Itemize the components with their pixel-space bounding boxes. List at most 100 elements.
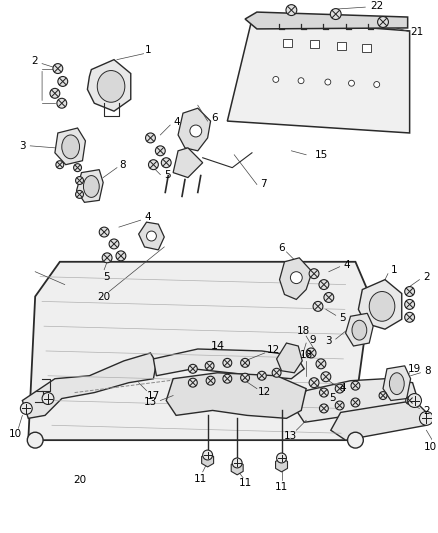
- Bar: [337, 42, 346, 50]
- Circle shape: [309, 269, 319, 279]
- Circle shape: [405, 300, 414, 309]
- Circle shape: [203, 450, 212, 460]
- Polygon shape: [358, 280, 402, 329]
- Polygon shape: [166, 373, 306, 418]
- Circle shape: [309, 378, 319, 387]
- Circle shape: [405, 287, 414, 296]
- Ellipse shape: [389, 373, 404, 394]
- Polygon shape: [279, 258, 312, 300]
- Ellipse shape: [97, 70, 125, 102]
- Circle shape: [232, 458, 242, 468]
- Text: 5: 5: [164, 169, 170, 180]
- Circle shape: [290, 272, 302, 284]
- Text: 13: 13: [144, 398, 157, 408]
- Bar: [362, 44, 371, 52]
- Circle shape: [147, 231, 156, 241]
- Circle shape: [161, 158, 171, 168]
- Circle shape: [349, 80, 354, 86]
- Circle shape: [406, 397, 413, 405]
- Text: 2: 2: [423, 407, 430, 416]
- Text: 19: 19: [408, 364, 421, 374]
- Circle shape: [223, 358, 232, 367]
- Text: 20: 20: [98, 293, 111, 302]
- Circle shape: [116, 251, 126, 261]
- Text: 18: 18: [300, 350, 313, 360]
- Circle shape: [306, 348, 316, 358]
- Circle shape: [53, 63, 63, 74]
- Polygon shape: [331, 400, 426, 440]
- Circle shape: [313, 302, 323, 311]
- Polygon shape: [227, 19, 410, 133]
- Circle shape: [319, 388, 328, 397]
- Text: 9: 9: [310, 335, 316, 345]
- Text: 2: 2: [423, 272, 430, 281]
- Circle shape: [240, 358, 250, 367]
- Circle shape: [273, 76, 279, 83]
- Ellipse shape: [84, 175, 99, 197]
- Text: 1: 1: [145, 45, 152, 55]
- Circle shape: [258, 372, 266, 380]
- Text: 17: 17: [147, 391, 160, 401]
- Text: 1: 1: [391, 265, 397, 274]
- Text: 8: 8: [120, 160, 126, 169]
- Polygon shape: [77, 169, 103, 203]
- Circle shape: [206, 376, 215, 385]
- Circle shape: [319, 404, 328, 413]
- Polygon shape: [201, 453, 214, 467]
- Text: 4: 4: [144, 212, 151, 222]
- Text: 2: 2: [31, 55, 38, 66]
- Circle shape: [277, 453, 286, 463]
- Circle shape: [347, 432, 363, 448]
- Polygon shape: [231, 461, 243, 475]
- Polygon shape: [297, 379, 417, 422]
- Polygon shape: [55, 128, 85, 165]
- Circle shape: [42, 393, 54, 405]
- Circle shape: [286, 5, 297, 15]
- Text: 4: 4: [339, 383, 346, 393]
- Circle shape: [58, 77, 68, 86]
- Text: 11: 11: [194, 474, 207, 484]
- Text: 3: 3: [19, 141, 26, 151]
- Circle shape: [223, 374, 232, 383]
- Polygon shape: [173, 148, 203, 177]
- Circle shape: [145, 133, 155, 143]
- Ellipse shape: [369, 292, 395, 321]
- Text: 6: 6: [278, 243, 285, 253]
- Text: 15: 15: [314, 150, 328, 160]
- Circle shape: [57, 98, 67, 108]
- Circle shape: [109, 239, 119, 249]
- Text: 20: 20: [73, 475, 86, 485]
- Circle shape: [379, 392, 387, 400]
- Circle shape: [188, 365, 197, 373]
- Circle shape: [408, 393, 421, 407]
- Polygon shape: [276, 458, 287, 472]
- Circle shape: [351, 381, 360, 390]
- Polygon shape: [383, 366, 410, 400]
- Circle shape: [335, 401, 344, 410]
- Circle shape: [74, 164, 81, 172]
- Polygon shape: [346, 313, 373, 346]
- Circle shape: [405, 312, 414, 322]
- Text: 5: 5: [339, 313, 346, 324]
- Circle shape: [335, 384, 344, 393]
- Text: 5: 5: [103, 272, 110, 281]
- Bar: [310, 41, 319, 49]
- Text: 14: 14: [210, 341, 225, 351]
- Ellipse shape: [62, 135, 80, 159]
- Circle shape: [148, 160, 159, 169]
- Circle shape: [190, 125, 202, 137]
- Circle shape: [205, 361, 214, 370]
- Ellipse shape: [352, 320, 367, 340]
- Polygon shape: [153, 349, 304, 379]
- Text: 10: 10: [424, 442, 437, 452]
- Circle shape: [76, 176, 84, 184]
- Circle shape: [102, 253, 112, 263]
- Circle shape: [21, 402, 32, 414]
- Polygon shape: [22, 353, 156, 418]
- Circle shape: [272, 368, 281, 377]
- Polygon shape: [245, 12, 408, 29]
- Polygon shape: [28, 262, 370, 440]
- Text: 7: 7: [261, 180, 267, 190]
- Circle shape: [325, 79, 331, 85]
- Circle shape: [155, 146, 165, 156]
